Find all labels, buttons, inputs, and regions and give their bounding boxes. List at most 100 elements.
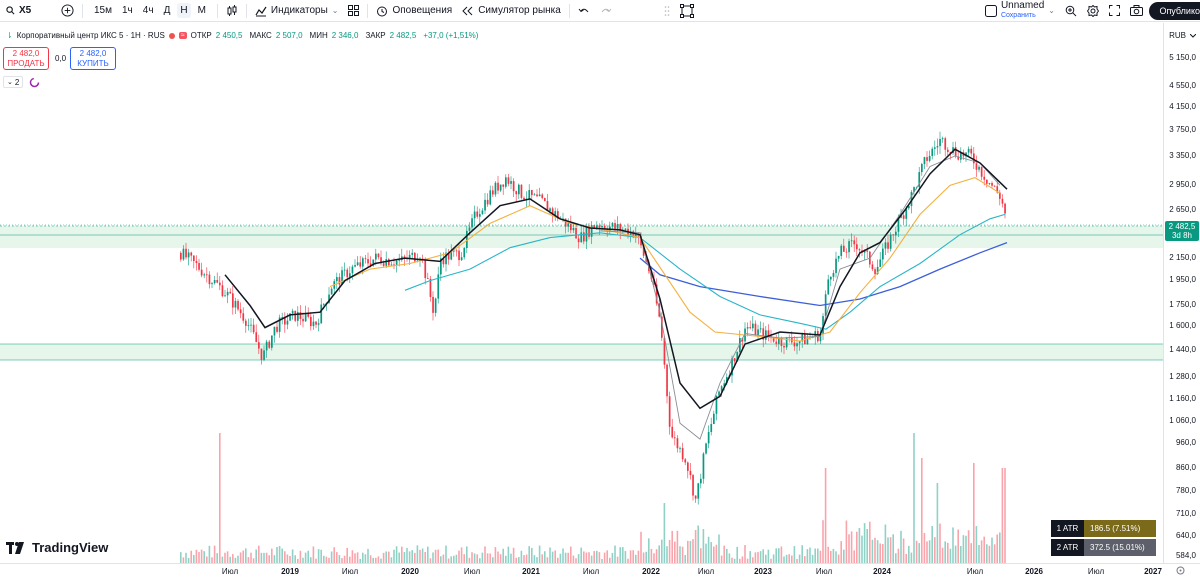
volume-bar [653,553,655,563]
symbol-full-name[interactable]: Корпоративный центр ИКС 5 · 1Н · RUS [16,31,165,40]
candle-body [182,248,185,260]
candle-body [424,258,427,279]
ma-blue-line [639,241,1008,307]
drag-handle[interactable] [659,0,675,22]
candle-body [775,341,778,344]
interval-button[interactable]: Н [177,3,191,18]
interval-button[interactable]: 15м [94,5,112,16]
volume-bar [369,555,372,563]
buy-button[interactable]: 2 482,0 КУПИТЬ [70,47,116,70]
candle-body [489,190,492,205]
candle-body [408,254,411,260]
candle-body [398,259,401,261]
volume-bar [796,558,798,563]
current-price: 2 482,5 [1168,222,1196,231]
layout-menu-button[interactable]: Unnamed Сохранить ⌄ [980,0,1060,22]
volume-bar [575,558,577,563]
volume-bar [967,530,970,563]
replay-label: Симулятор рынка [478,5,561,16]
candle-body [219,282,221,286]
candle-body [200,269,203,276]
candle-body [957,156,960,160]
candle-body [575,227,577,239]
candle-body [746,327,749,329]
snapshot-button[interactable] [1125,0,1148,22]
volume-bar [837,554,840,563]
time-axis[interactable]: Июл 2019 Июл 2020 Июл 2021 Июл 2022 Июл 2023 Июл 20… [0,563,1200,577]
volume-bar [999,532,1001,563]
volume-bar [343,555,346,563]
price-tick-label: 4 150,0 [1169,102,1196,111]
volume-bar [806,549,809,563]
volume-bar [200,549,203,563]
layout-square-icon [984,4,997,17]
replay-button[interactable]: Симулятор рынка [457,0,566,22]
volume-bar [577,554,580,563]
volume-bar [835,551,837,563]
volume-bar [939,523,941,563]
volume-bar [962,535,965,563]
interval-button[interactable]: М [197,5,206,16]
candle-body [263,350,265,360]
redo-icon [601,8,612,12]
chart-type-button[interactable] [221,0,243,22]
quick-search-button[interactable] [1060,0,1082,22]
symbol-search-button[interactable]: X5 [0,0,56,22]
volume-bar [377,556,380,563]
volume-bar [882,544,884,563]
candle-body [245,320,247,326]
interval-button[interactable]: Д [163,5,171,16]
candle-body [564,218,567,227]
price-tick-label: 2 650,0 [1169,205,1196,214]
candle-body [265,341,268,351]
candle-body [317,323,320,325]
volume-bar [658,545,660,563]
redo-button[interactable] [595,0,617,22]
candle-body [752,323,754,329]
templates-button[interactable] [343,0,364,22]
fullscreen-icon [1109,5,1120,16]
volume-bar [390,557,393,563]
sell-button[interactable]: 2 482,0 ПРОДАТЬ [3,47,49,70]
volume-bar [458,550,460,563]
candle-body [616,224,619,229]
candle-body [793,342,796,347]
volume-bar [585,552,588,563]
interval-button[interactable]: 4ч [142,5,154,16]
toolbar-divider [82,3,83,18]
undo-button[interactable] [573,0,595,22]
candle-body [380,257,382,264]
candle-body [229,291,232,294]
time-month-label: Июл [341,567,359,576]
candle-body [497,182,499,191]
plus-circle-icon [61,4,74,17]
compare-button[interactable] [56,0,79,22]
volume-bar [481,552,484,563]
chart-pane[interactable] [0,23,1163,563]
candle-body [850,240,853,242]
volume-bar [364,554,367,563]
volume-bar [221,556,224,563]
candle-body [944,138,947,150]
publish-button[interactable]: Опублико [1149,2,1200,20]
tradingview-logo[interactable]: TradingView [6,540,108,555]
volume-bar [531,547,533,563]
settings-button[interactable] [1082,0,1104,22]
candle-body [273,326,276,336]
candle-body [900,215,902,218]
candle-body [715,395,718,414]
indicators-button[interactable]: Индикаторы ⌄ [250,0,344,22]
candle-body [224,295,226,297]
candle-body [557,211,559,219]
indicators-toggle[interactable]: ⌄ 2 [3,76,24,88]
layout-select-button[interactable] [675,0,699,22]
price-axis[interactable]: RUB 5 150,0 4 550,0 4 150,0 3 750,0 3 350,0 2… [1163,23,1200,563]
volume-bar [398,552,400,563]
interval-button[interactable]: 1ч [122,5,133,16]
price-chart[interactable] [0,23,1163,563]
alerts-button[interactable]: Оповещения [371,0,457,22]
price-tick-label: 1 160,0 [1169,394,1196,403]
time-settings-icon[interactable] [1176,566,1185,575]
fullscreen-button[interactable] [1104,0,1125,22]
volume-bar [419,549,421,563]
